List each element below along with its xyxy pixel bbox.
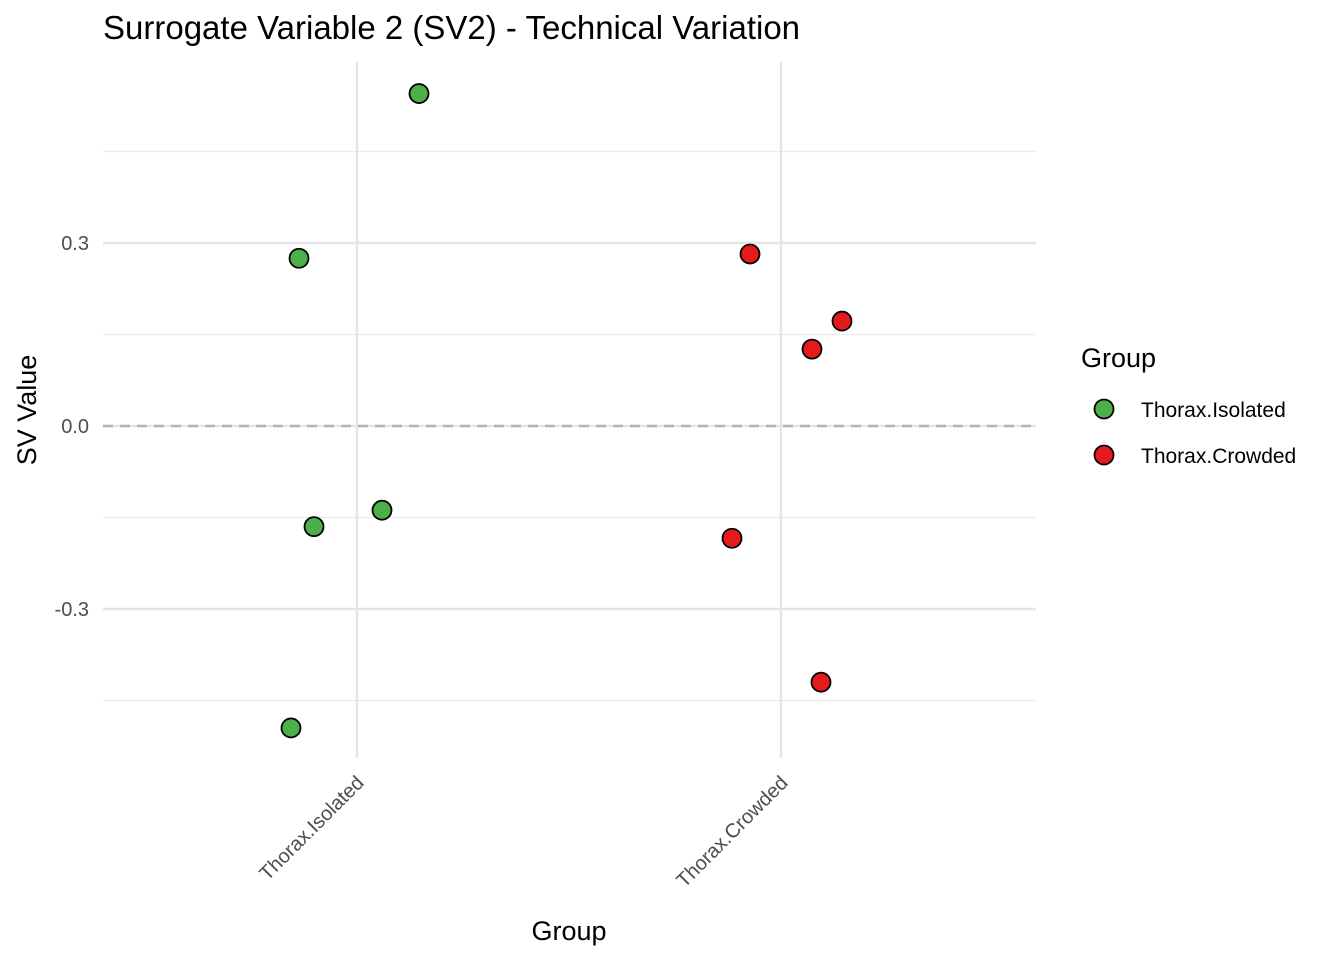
data-point <box>810 671 832 693</box>
legend-label: Thorax.Isolated <box>1141 399 1286 422</box>
legend-items: Thorax.Isolated Thorax.Crowded <box>1093 398 1296 468</box>
y-tick-label: 0.0 <box>61 416 89 438</box>
grid-lines <box>103 62 1036 758</box>
legend-key <box>1093 398 1115 420</box>
x-axis-ticks: Thorax.Isolated Thorax.Crowded <box>255 772 792 892</box>
y-tick-label: -0.3 <box>55 599 89 621</box>
x-tick-label: Thorax.Isolated <box>255 772 368 885</box>
data-point <box>721 527 743 549</box>
legend-title: Group <box>1081 343 1156 373</box>
legend-key <box>1093 444 1115 466</box>
data-point <box>280 717 302 739</box>
data-point <box>371 499 393 521</box>
data-point <box>831 310 853 332</box>
y-tick-label: 0.3 <box>61 233 89 255</box>
data-point <box>739 243 761 265</box>
legend-label: Thorax.Crowded <box>1141 445 1296 468</box>
data-points <box>280 83 853 739</box>
y-axis-ticks: 0.3 0.0 -0.3 <box>55 233 89 621</box>
legend: Group Thorax.Isolated Thorax.Crowded <box>1081 343 1296 468</box>
data-point <box>288 247 310 269</box>
x-axis-title: Group <box>531 916 606 946</box>
y-axis-title: SV Value <box>12 355 42 466</box>
data-point <box>801 338 823 360</box>
chart-title: Surrogate Variable 2 (SV2) - Technical V… <box>103 9 800 46</box>
x-tick-label: Thorax.Crowded <box>672 772 792 892</box>
data-point <box>303 516 325 538</box>
data-point <box>408 83 430 104</box>
